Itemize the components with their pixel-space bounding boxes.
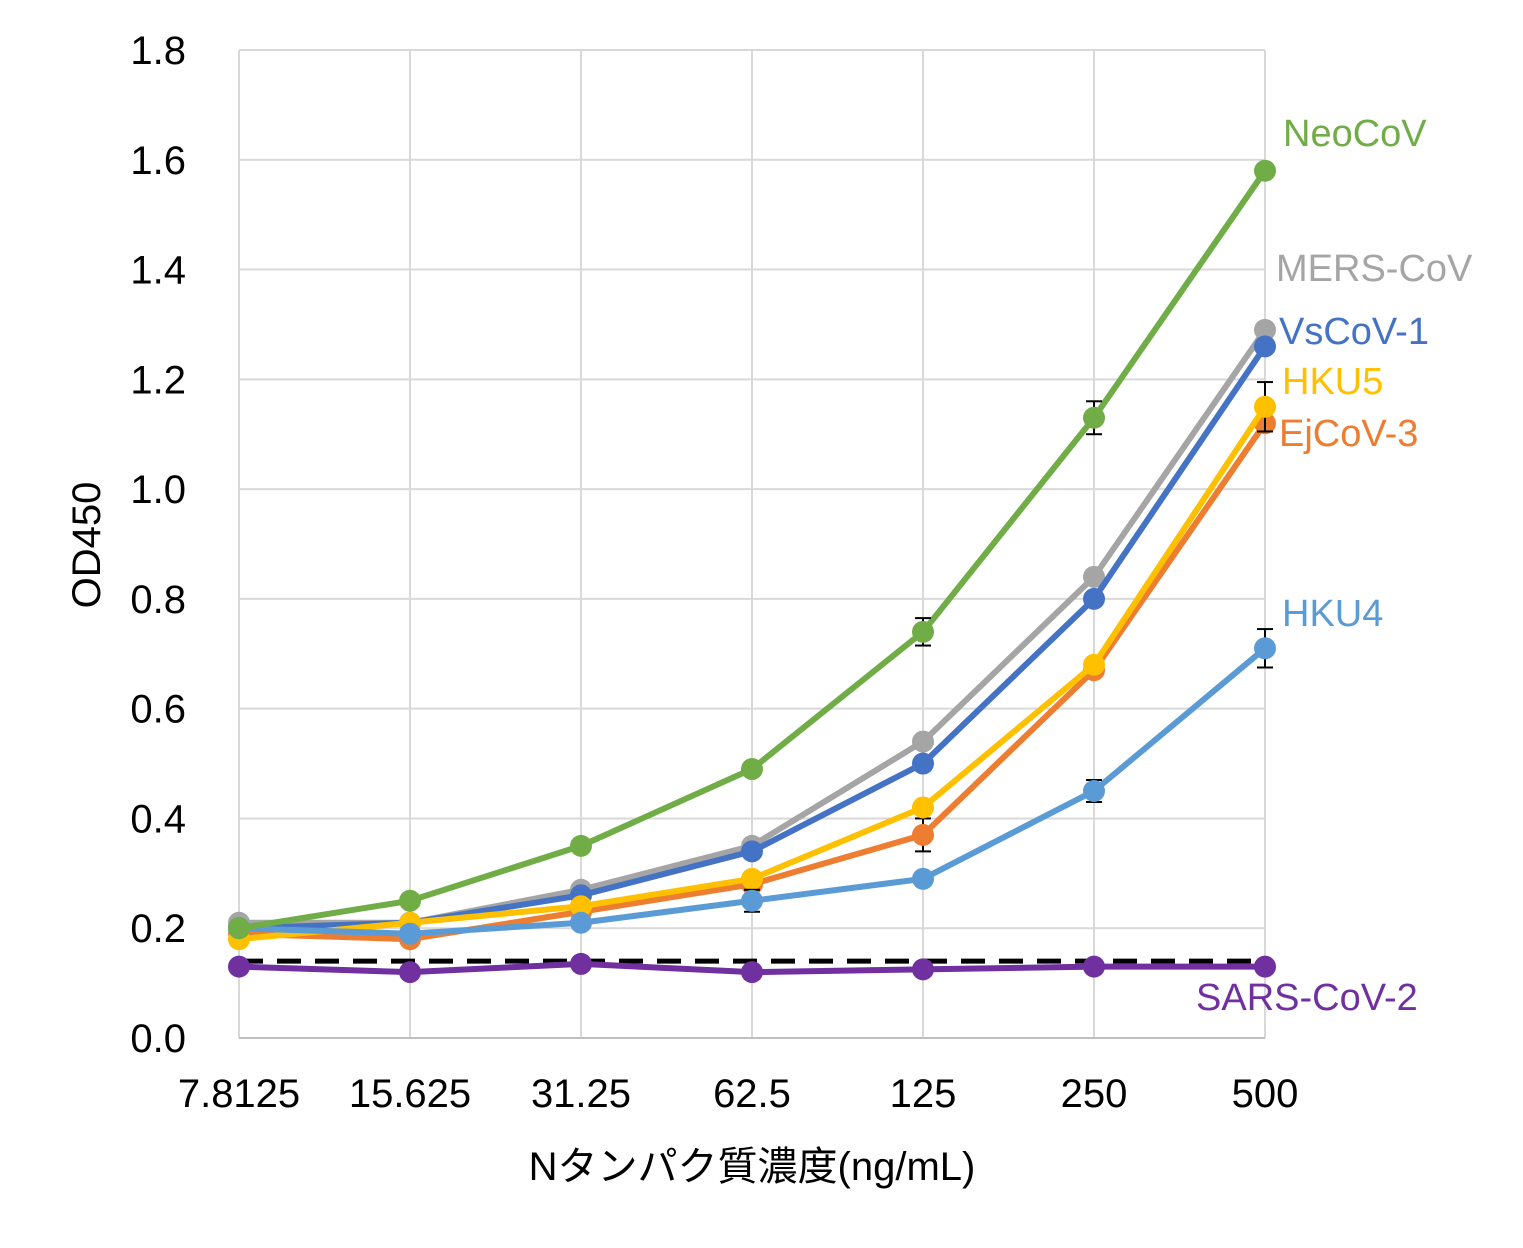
y-tick-label: 1.2: [130, 358, 186, 402]
data-point: [1254, 637, 1276, 660]
y-tick-label: 1.8: [130, 29, 186, 73]
data-point: [1083, 780, 1105, 802]
series-labels: MERS-CoV VsCoV-1 EjCoV-3 HKU5 HKU4 NeoCoV SARS…: [1196, 113, 1473, 1019]
data-point: [912, 823, 934, 846]
data-point: [741, 758, 763, 781]
data-point: [1083, 406, 1105, 429]
series-sars-cov-2: [228, 952, 1276, 984]
x-axis-title: Nタンパク質濃度(ng/mL): [529, 1145, 976, 1189]
series-label-sars-cov-2: SARS-CoV-2: [1196, 977, 1418, 1019]
data-point: [399, 889, 421, 912]
data-point: [1254, 395, 1276, 418]
data-point: [1254, 955, 1276, 978]
data-point: [1083, 955, 1105, 978]
data-point: [912, 730, 934, 753]
data-point: [912, 958, 934, 981]
x-tick-labels: 7.8125 15.625 31.25 62.5 125 250 500: [178, 1072, 1299, 1116]
series-label-vscov-1: VsCoV-1: [1279, 311, 1429, 353]
y-tick-label: 0.0: [130, 1017, 186, 1061]
x-tick-label: 125: [890, 1072, 957, 1116]
data-point: [1083, 587, 1105, 610]
series-neocov: [228, 159, 1276, 940]
data-point: [741, 867, 763, 890]
series-label-ejcov-3: EjCoV-3: [1279, 413, 1418, 455]
data-point: [912, 620, 934, 643]
y-tick-label: 0.2: [130, 907, 186, 951]
data-point: [1254, 335, 1276, 358]
series-label-hku4: HKU4: [1282, 593, 1383, 635]
data-point: [570, 895, 592, 918]
data-point: [912, 867, 934, 890]
data-point: [912, 796, 934, 819]
y-tick-label: 0.4: [130, 797, 186, 841]
series-label-neocov: NeoCoV: [1283, 113, 1427, 155]
data-point: [399, 922, 421, 945]
data-point: [741, 961, 763, 984]
y-tick-label: 1.4: [130, 249, 186, 293]
x-tick-label: 31.25: [531, 1072, 631, 1116]
series-label-hku5: HKU5: [1282, 361, 1383, 403]
x-tick-label: 62.5: [713, 1072, 791, 1116]
y-axis-title: OD450: [65, 482, 109, 609]
data-point: [741, 889, 763, 912]
data-point: [912, 752, 934, 775]
y-tick-label: 1.0: [130, 468, 186, 512]
data-point: [741, 840, 763, 863]
y-tick-label: 1.6: [130, 139, 186, 183]
x-tick-label: 7.8125: [178, 1072, 300, 1116]
series-layer: [228, 159, 1276, 984]
x-tick-label: 500: [1232, 1072, 1299, 1116]
y-tick-label: 0.6: [130, 688, 186, 732]
y-tick-label: 0.8: [130, 578, 186, 622]
data-point: [570, 952, 592, 975]
data-point: [1083, 565, 1105, 588]
x-tick-label: 15.625: [349, 1072, 471, 1116]
x-tick-label: 250: [1061, 1072, 1128, 1116]
y-tick-labels: 0.0 0.2 0.4 0.6 0.8 1.0 1.2 1.4 1.6 1.8: [130, 29, 186, 1061]
data-point: [1083, 653, 1105, 676]
data-point: [228, 955, 250, 978]
data-point: [1254, 318, 1276, 341]
data-point: [570, 911, 592, 934]
series-label-mers-cov: MERS-CoV: [1276, 248, 1473, 290]
data-point: [399, 961, 421, 984]
data-point: [1254, 159, 1276, 182]
data-point: [570, 834, 592, 857]
data-point: [228, 917, 250, 940]
